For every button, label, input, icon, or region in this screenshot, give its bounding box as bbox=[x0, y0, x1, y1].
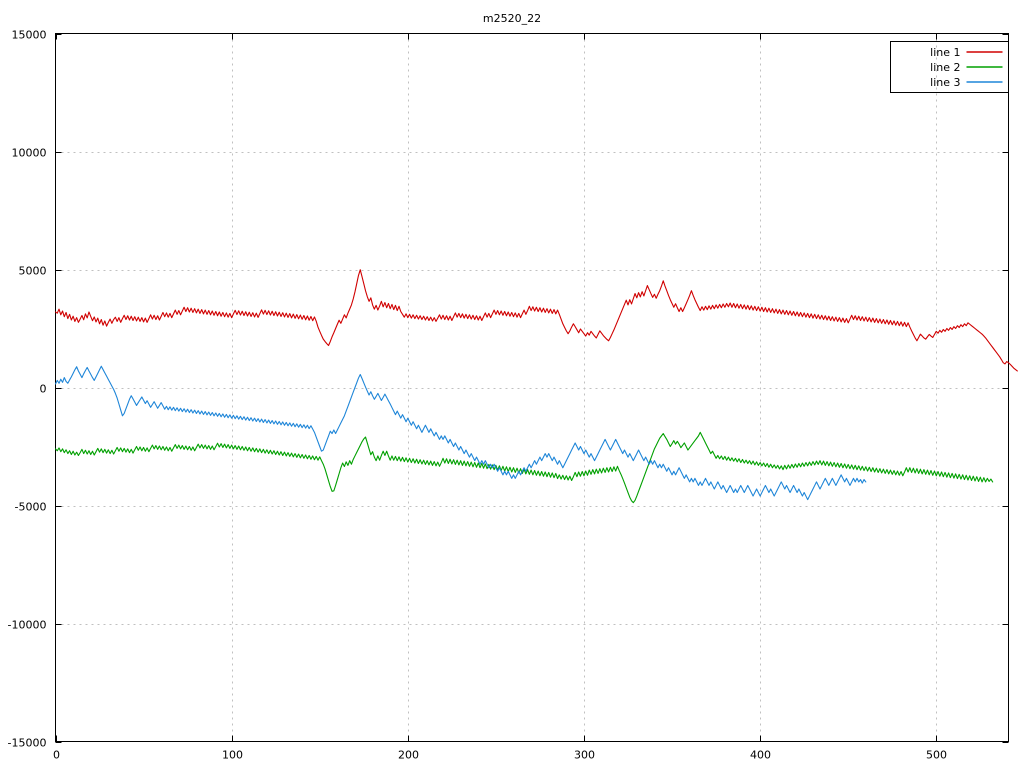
x-axis-tick-labels: 0 100 200 300 400 500 bbox=[53, 749, 947, 762]
y-axis-tick-labels: -15000 -10000 -5000 0 5000 10000 15000 bbox=[8, 29, 47, 750]
legend-label-3: line 3 bbox=[930, 76, 960, 89]
y-tick-label: 10000 bbox=[12, 147, 47, 160]
x-tick-label: 100 bbox=[222, 749, 243, 762]
y-tick-label: -5000 bbox=[15, 501, 47, 514]
chart-legend: line 1 line 2 line 3 bbox=[890, 41, 1009, 93]
x-tick-label: 400 bbox=[750, 749, 771, 762]
chart-title: m2520_22 bbox=[482, 12, 542, 25]
y-tick-label: -15000 bbox=[8, 737, 47, 750]
y-tick-label: 0 bbox=[40, 383, 47, 396]
x-tick-label: 0 bbox=[53, 749, 60, 762]
axis-frame bbox=[54, 32, 1010, 743]
y-axis-ticks bbox=[55, 33, 1009, 744]
x-tick-label: 200 bbox=[398, 749, 419, 762]
x-tick-label: 500 bbox=[926, 749, 947, 762]
series-line-2 bbox=[54, 431, 994, 504]
series-line-3 bbox=[54, 365, 867, 501]
series-line-1 bbox=[54, 269, 1018, 372]
y-tick-label: 15000 bbox=[12, 29, 47, 42]
legend-border bbox=[890, 41, 1009, 93]
y-tick-label: -10000 bbox=[8, 619, 47, 632]
data-series-group bbox=[54, 269, 1018, 504]
gridlines bbox=[55, 33, 1009, 742]
legend-label-1: line 1 bbox=[930, 46, 960, 59]
y-tick-label: 5000 bbox=[19, 265, 47, 278]
x-tick-label: 300 bbox=[574, 749, 595, 762]
legend-label-2: line 2 bbox=[930, 61, 960, 74]
x-axis-ticks bbox=[55, 33, 938, 742]
